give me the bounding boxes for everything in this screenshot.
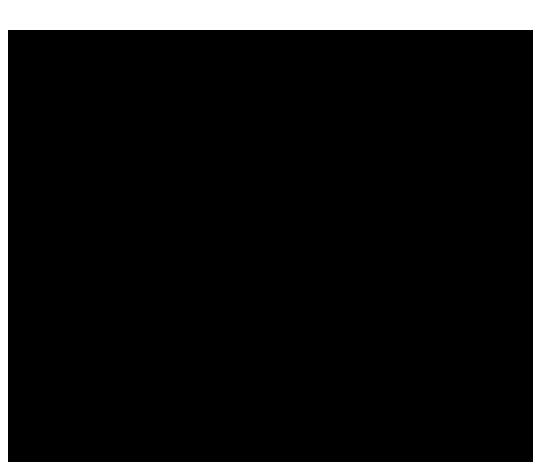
word-cloud-canvas bbox=[8, 30, 533, 462]
word-cloud bbox=[8, 30, 533, 462]
chart-title bbox=[0, 0, 542, 30]
